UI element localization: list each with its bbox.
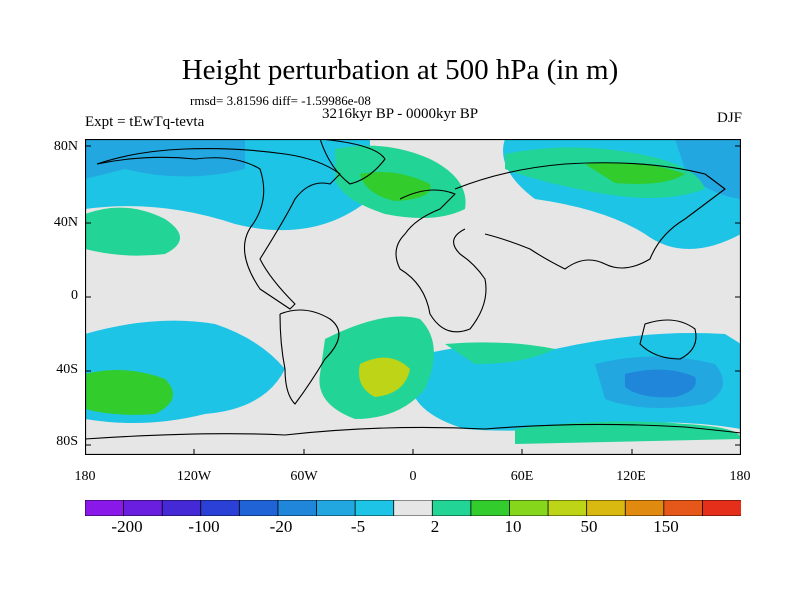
legend-label-50: 50 [580, 517, 598, 536]
europe-africa-coast [395, 189, 487, 333]
greenland-coast [319, 139, 386, 185]
positive-anomaly-fields [85, 145, 741, 444]
legend-swatch-9 [431, 500, 472, 516]
lon-label-120e: 120E [616, 469, 646, 484]
color-legend [85, 500, 741, 516]
legend-swatch-3 [200, 500, 241, 516]
season-label: DJF [716, 110, 742, 126]
legend-swatch-2 [161, 500, 202, 516]
lon-label-60e: 60E [510, 469, 534, 484]
coastlines [85, 139, 741, 440]
lat-label-80n: 80N [53, 139, 78, 154]
legend-label-10: 10 [504, 517, 522, 536]
legend-swatch-0 [85, 500, 125, 516]
sh-pacific-positive [85, 370, 173, 415]
legend-swatch-10 [470, 500, 511, 516]
rmsd-diff-stats: rmsd= 3.81596 diff= -1.59986e-08 [190, 93, 371, 108]
lon-label-180w: 180 [74, 469, 96, 484]
antarctica-coast [85, 423, 741, 440]
legend-label-150: 150 [653, 517, 679, 536]
sh-atlantic-core [359, 357, 410, 397]
north-pacific-positive [85, 207, 180, 256]
lon-label-60w: 60W [290, 469, 318, 484]
sh-east-negative-blue [625, 369, 696, 398]
legend-swatch-4 [238, 500, 279, 516]
north-america-coast [96, 148, 341, 310]
legend-label-minus5: -5 [350, 517, 366, 536]
lat-label-40n: 40N [53, 215, 78, 230]
nh-east-negative-sky [675, 139, 741, 199]
legend-swatch-7 [354, 500, 395, 516]
period-label: 3216kyr BP - 0000kyr BP [322, 106, 479, 122]
map-panel [85, 139, 741, 455]
legend-swatch-11 [509, 500, 549, 516]
lat-label-40s: 40S [56, 362, 78, 377]
legend-swatch-5 [277, 500, 318, 516]
lon-label-0: 0 [409, 469, 417, 484]
legend-swatch-16 [702, 500, 741, 516]
legend-label-minus100: -100 [188, 517, 220, 536]
map-frame [85, 139, 741, 455]
experiment-label: Expt = tEwTq-tevta [85, 114, 205, 130]
lon-label-120w: 120W [176, 469, 212, 484]
nh-west-negative-sky [85, 139, 245, 179]
south-america-coast [279, 309, 340, 405]
legend-label-minus200: -200 [111, 517, 143, 536]
legend-label-2: 2 [430, 517, 440, 536]
lat-label-0: 0 [71, 288, 78, 303]
asia-core [585, 162, 685, 184]
legend-label-minus20: -20 [269, 517, 293, 536]
asia-coast [454, 162, 726, 270]
legend-swatch-1 [123, 500, 164, 516]
legend-swatch-14 [624, 500, 665, 516]
legend-swatch-13 [586, 500, 627, 516]
legend-swatch-8 [393, 500, 434, 516]
australia-coast [639, 319, 697, 360]
legend-swatch-6 [316, 500, 357, 516]
legend-swatch-12 [547, 500, 588, 516]
lat-label-80s: 80S [56, 434, 78, 449]
indian-ocean-positive [445, 342, 555, 364]
lon-label-180e: 180 [729, 469, 751, 484]
plot-title: Height perturbation at 500 hPa (in m) [181, 54, 619, 86]
legend-swatch-15 [663, 500, 704, 516]
